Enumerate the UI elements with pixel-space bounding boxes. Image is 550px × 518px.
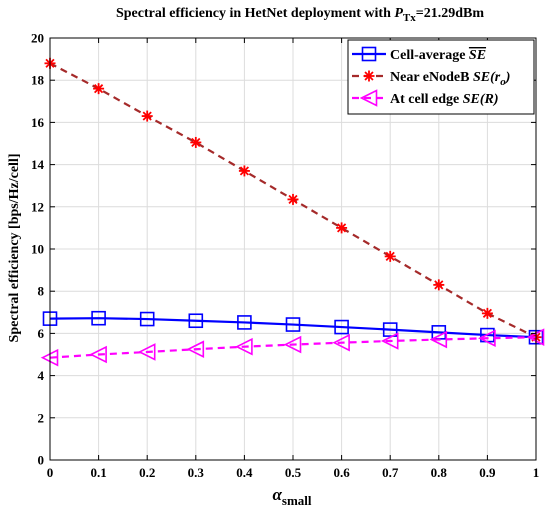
x-tick-label: 0.5 (285, 465, 302, 480)
y-tick-label: 4 (38, 368, 45, 383)
data-point (186, 340, 205, 359)
data-point (137, 343, 156, 361)
legend-label: Cell-average SE (390, 48, 486, 63)
data-point (285, 317, 301, 332)
y-tick-label: 10 (31, 242, 44, 257)
legend-marker (361, 46, 377, 62)
title-var: P (394, 6, 403, 21)
legend-marker (359, 89, 378, 107)
x-tick-label: 0.7 (382, 465, 399, 480)
title-prefix: Spectral efficiency in HetNet deployment… (116, 6, 394, 21)
x-tick-label: 1 (533, 465, 540, 480)
data-point (238, 165, 250, 177)
title-var-sub: Tx (403, 12, 416, 24)
data-point (336, 222, 348, 234)
y-tick-label: 2 (38, 410, 45, 425)
data-point (433, 279, 445, 291)
data-point (188, 313, 204, 329)
y-tick-label: 14 (31, 157, 45, 172)
title-suffix: =21.29dBm (416, 6, 485, 21)
x-axis-label: αsmall (272, 485, 311, 508)
x-tick-label: 0.6 (333, 465, 350, 480)
data-point (237, 315, 252, 330)
series-line (49, 317, 537, 339)
y-tick-label: 12 (31, 199, 44, 214)
y-tick-label: 8 (38, 284, 45, 299)
x-tick-label: 0.1 (90, 465, 106, 480)
x-label-main: α (272, 485, 282, 504)
legend: Cell-average SE Near eNodeB SE(ro) At cell… (347, 39, 535, 115)
y-axis-label: Spectral efficiency [bps/Hz/cell] (7, 154, 22, 343)
y-tick-label: 0 (38, 453, 45, 468)
legend-entry-3: At cell edge SE(R) (352, 89, 499, 107)
y-tick-label: 20 (31, 31, 44, 46)
data-point (287, 193, 299, 205)
data-point (382, 322, 398, 337)
data-point (235, 337, 253, 356)
data-point (141, 110, 153, 122)
y-tick-label: 18 (31, 73, 45, 88)
data-point (429, 330, 448, 349)
x-label-sub: small (282, 493, 312, 508)
x-tick-label: 0 (47, 465, 54, 480)
y-tick-label: 16 (31, 115, 45, 130)
legend-label: Near eNodeB SE(ro) (390, 70, 510, 88)
data-point (332, 333, 350, 352)
data-point (190, 136, 202, 148)
data-point (91, 310, 106, 326)
series-line (49, 336, 537, 359)
data-point (93, 83, 105, 95)
data-point (384, 250, 396, 262)
data-point (481, 307, 493, 319)
x-tick-label: 0.8 (431, 465, 448, 480)
legend-marker (363, 70, 375, 82)
legend-label: At cell edge SE(R) (390, 92, 499, 107)
data-point (283, 335, 302, 354)
x-tick-label: 0.2 (139, 465, 155, 480)
x-tick-label: 0.3 (188, 465, 205, 480)
x-tick-label: 0.9 (479, 465, 496, 480)
data-point (139, 311, 155, 327)
y-tick-label: 6 (38, 326, 45, 341)
legend-entry-2: Near eNodeB SE(ro) (352, 70, 510, 88)
x-tick-label: 0.4 (236, 465, 253, 480)
data-point (334, 319, 349, 335)
data-point (89, 345, 107, 364)
data-point (478, 329, 496, 348)
chart-title: Spectral efficiency in HetNet deployment… (116, 6, 484, 24)
ticks: 0 0.1 0.2 0.3 0.4 0.5 0.6 0.7 0.8 0.9 102468101214… (31, 31, 539, 481)
legend-entry-1: Cell-average SE (352, 46, 486, 63)
grid (50, 38, 536, 460)
data-point (380, 332, 399, 350)
